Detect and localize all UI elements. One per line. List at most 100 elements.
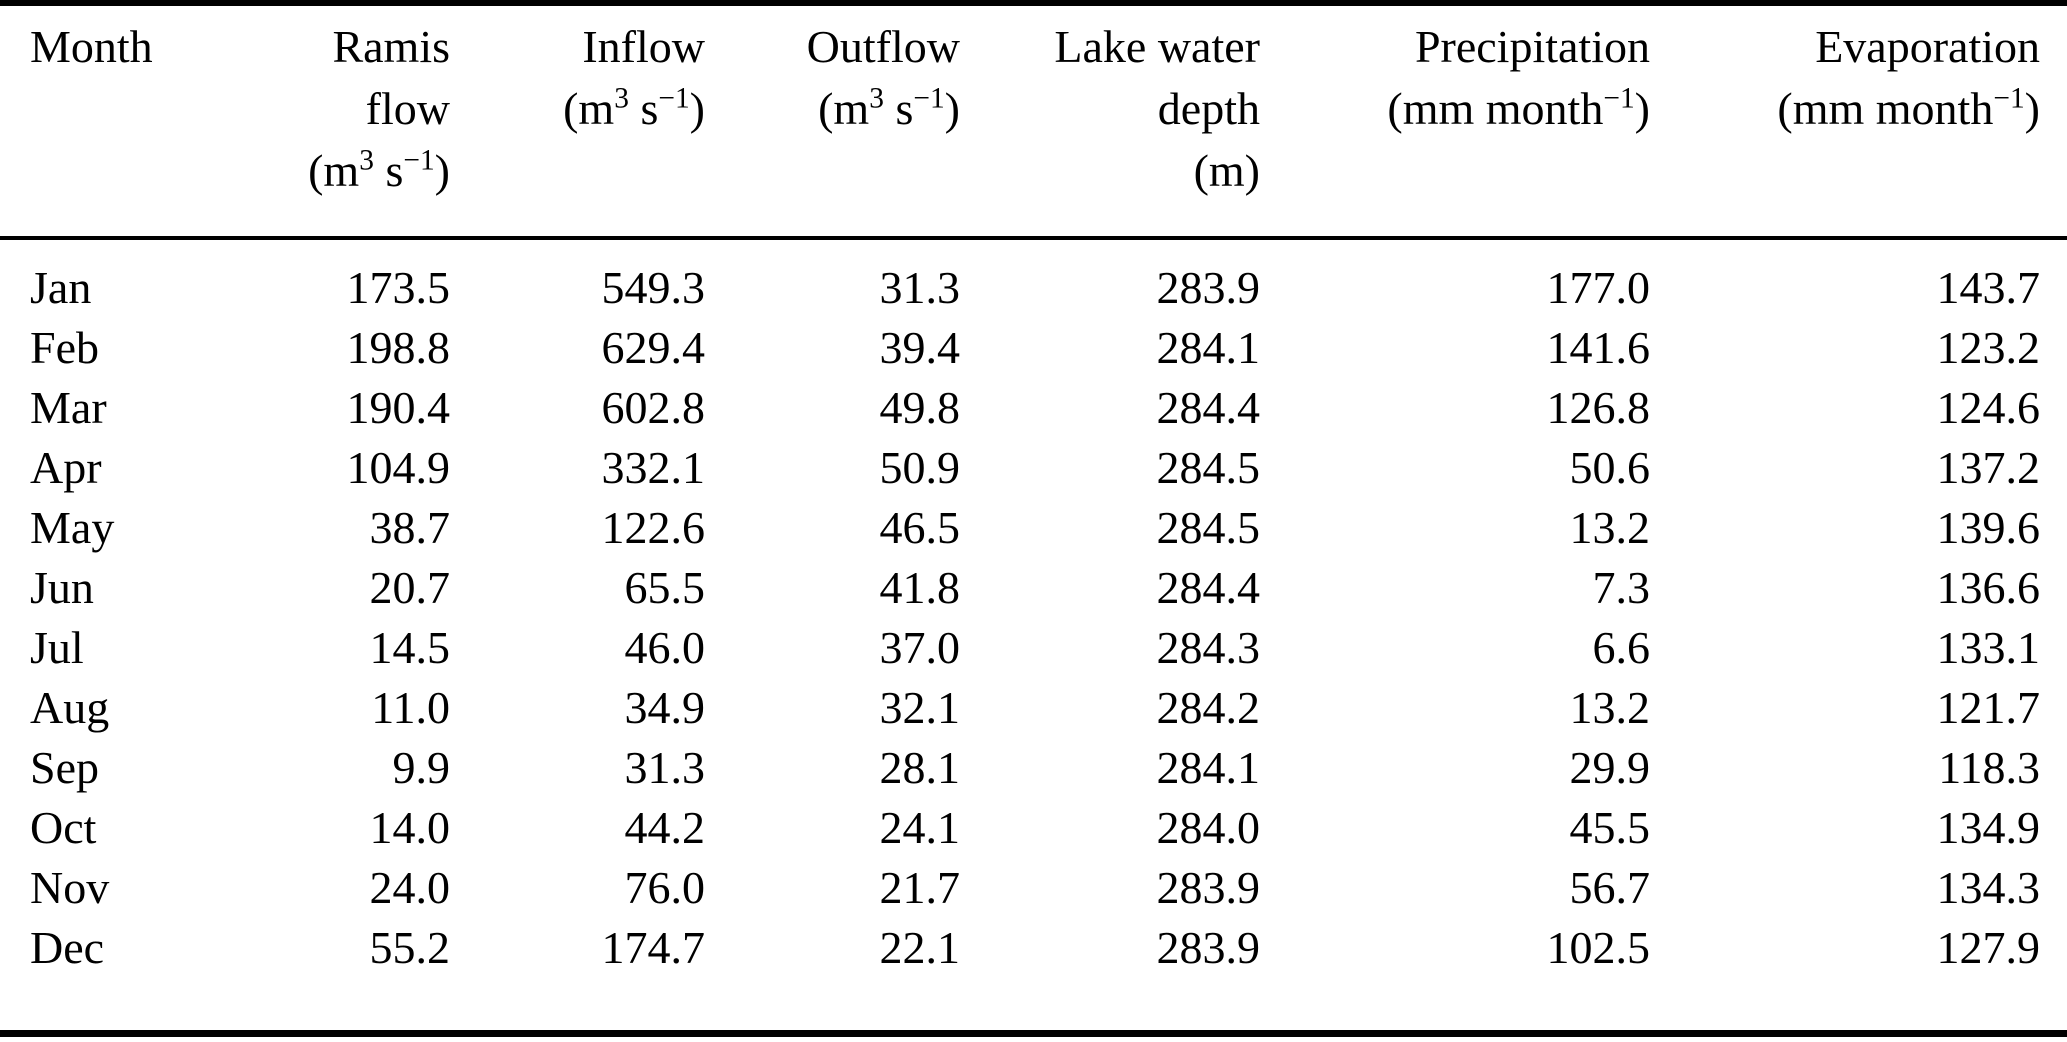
cell-ramis-flow: 11.0 (371, 682, 450, 733)
cell-outflow: 28.1 (879, 742, 961, 793)
cell-ramis-flow: 14.0 (369, 802, 451, 853)
cell-inflow: 122.6 (601, 502, 706, 553)
cell-ramis-flow: 55.2 (369, 922, 451, 973)
cell-month: Jun (30, 562, 94, 613)
table-row: Mar 190.4 602.8 49.8 284.4 126.8 124.6 (0, 378, 2067, 438)
cell-lake-water-depth: 283.9 (1156, 922, 1261, 973)
header-label: Ramis (332, 21, 450, 72)
cell-evaporation: 127.9 (1936, 922, 2041, 973)
cell-month: May (30, 502, 115, 553)
cell-inflow: 549.3 (601, 262, 706, 313)
cell-month: Aug (30, 682, 110, 733)
cell-lake-water-depth: 284.0 (1156, 802, 1261, 853)
cell-lake-water-depth: 284.1 (1156, 742, 1261, 793)
cell-inflow: 31.3 (624, 742, 706, 793)
cell-ramis-flow: 198.8 (346, 322, 451, 373)
cell-precipitation: 45.5 (1569, 802, 1651, 853)
table-row: Dec 55.2 174.7 22.1 283.9 102.5 127.9 (0, 918, 2067, 1034)
cell-precipitation: 29.9 (1569, 742, 1651, 793)
header-unit: (mm month−1) (1387, 82, 1650, 134)
cell-lake-water-depth: 284.5 (1156, 442, 1261, 493)
cell-outflow: 39.4 (879, 322, 961, 373)
table-body: Jan 173.5 549.3 31.3 283.9 177.0 143.7 F… (0, 238, 2067, 1034)
cell-evaporation: 134.9 (1936, 802, 2041, 853)
cell-inflow: 46.0 (624, 622, 706, 673)
header-unit: (m3 s−1) (563, 82, 705, 134)
cell-outflow: 21.7 (879, 862, 961, 913)
cell-evaporation: 143.7 (1936, 262, 2041, 313)
cell-ramis-flow: 104.9 (346, 442, 451, 493)
cell-inflow: 76.0 (624, 862, 706, 913)
header-label: flow (365, 83, 450, 134)
cell-outflow: 41.8 (879, 562, 961, 613)
cell-lake-water-depth: 284.2 (1156, 682, 1261, 733)
header-label: Outflow (806, 21, 960, 72)
header-label: Evaporation (1815, 21, 2040, 72)
header-label: Lake water (1054, 21, 1260, 72)
cell-precipitation: 6.6 (1592, 622, 1651, 673)
cell-month: Sep (30, 742, 99, 793)
cell-inflow: 34.9 (624, 682, 706, 733)
cell-ramis-flow: 190.4 (346, 382, 451, 433)
table-row: Sep 9.9 31.3 28.1 284.1 29.9 118.3 (0, 738, 2067, 798)
cell-precipitation: 13.2 (1569, 682, 1651, 733)
cell-precipitation: 141.6 (1546, 322, 1651, 373)
header-cell-evaporation: Evaporation (mm month−1) (1650, 3, 2067, 238)
header-unit: (m3 s−1) (308, 144, 450, 196)
cell-lake-water-depth: 284.1 (1156, 322, 1261, 373)
header-cell-precipitation: Precipitation (mm month−1) (1260, 3, 1650, 238)
header-cell-inflow: Inflow (m3 s−1) (450, 3, 705, 238)
cell-evaporation: 134.3 (1936, 862, 2041, 913)
table-row: Apr 104.9 332.1 50.9 284.5 50.6 137.2 (0, 438, 2067, 498)
cell-precipitation: 13.2 (1569, 502, 1651, 553)
header-cell-outflow: Outflow (m3 s−1) (705, 3, 960, 238)
cell-month: Oct (30, 802, 97, 853)
cell-inflow: 44.2 (624, 802, 706, 853)
cell-lake-water-depth: 283.9 (1156, 862, 1261, 913)
cell-lake-water-depth: 284.3 (1156, 622, 1261, 673)
cell-evaporation: 124.6 (1936, 382, 2041, 433)
cell-evaporation: 121.7 (1936, 682, 2041, 733)
table-row: Feb 198.8 629.4 39.4 284.1 141.6 123.2 (0, 318, 2067, 378)
cell-inflow: 602.8 (601, 382, 706, 433)
cell-inflow: 629.4 (601, 322, 706, 373)
cell-outflow: 31.3 (879, 262, 961, 313)
cell-precipitation: 50.6 (1569, 442, 1651, 493)
cell-precipitation: 7.3 (1592, 562, 1651, 613)
header-label: depth (1157, 83, 1260, 134)
cell-lake-water-depth: 283.9 (1156, 262, 1261, 313)
cell-ramis-flow: 9.9 (392, 742, 451, 793)
cell-inflow: 174.7 (601, 922, 706, 973)
header-label: Precipitation (1414, 21, 1650, 72)
table-row: Jun 20.7 65.5 41.8 284.4 7.3 136.6 (0, 558, 2067, 618)
cell-outflow: 24.1 (879, 802, 961, 853)
cell-month: Feb (30, 322, 99, 373)
cell-month: Nov (30, 862, 110, 913)
cell-evaporation: 137.2 (1936, 442, 2041, 493)
cell-precipitation: 56.7 (1569, 862, 1651, 913)
cell-month: Dec (30, 922, 105, 973)
cell-precipitation: 102.5 (1546, 922, 1651, 973)
cell-month: Jan (30, 262, 92, 313)
cell-month: Mar (30, 382, 107, 433)
cell-inflow: 65.5 (624, 562, 706, 613)
cell-ramis-flow: 38.7 (369, 502, 451, 553)
cell-evaporation: 139.6 (1936, 502, 2041, 553)
cell-outflow: 22.1 (879, 922, 961, 973)
table-row: Nov 24.0 76.0 21.7 283.9 56.7 134.3 (0, 858, 2067, 918)
header-cell-lake-water-depth: Lake water depth (m) (960, 3, 1260, 238)
cell-lake-water-depth: 284.4 (1156, 562, 1261, 613)
cell-evaporation: 118.3 (1938, 742, 2040, 793)
header-label: Inflow (582, 21, 705, 72)
header-cell-month: Month (0, 3, 210, 238)
cell-ramis-flow: 20.7 (369, 562, 451, 613)
cell-evaporation: 123.2 (1936, 322, 2041, 373)
cell-ramis-flow: 173.5 (346, 262, 451, 313)
cell-lake-water-depth: 284.4 (1156, 382, 1261, 433)
cell-ramis-flow: 14.5 (369, 622, 451, 673)
cell-lake-water-depth: 284.5 (1156, 502, 1261, 553)
cell-precipitation: 177.0 (1546, 262, 1651, 313)
cell-outflow: 32.1 (879, 682, 961, 733)
cell-precipitation: 126.8 (1546, 382, 1651, 433)
cell-outflow: 37.0 (879, 622, 961, 673)
